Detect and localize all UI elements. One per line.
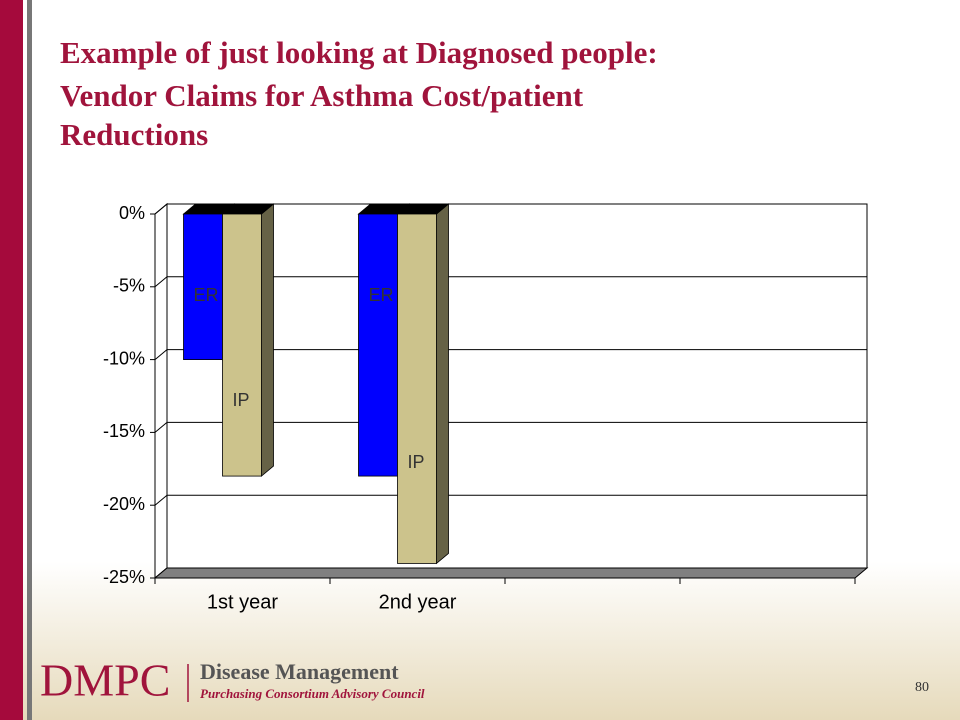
data-label: IP [233,390,250,410]
floor [153,567,869,579]
title-line: Reductions [60,117,208,152]
bar [183,213,223,361]
x-tick-label: 1st year [207,591,278,613]
data-label: ER [194,285,219,305]
bar [397,213,437,564]
grid-line [154,494,168,506]
data-label: ER [369,285,394,305]
side-band [0,0,23,720]
grid-line [154,349,168,360]
y-tick-label: -5% [113,276,145,296]
side-wall [154,202,168,580]
title-line: Vendor Claims for Asthma Cost/patient [60,78,584,113]
title-line: Example of just looking at Diagnosed peo… [60,35,658,70]
y-tick-label: -20% [103,494,145,514]
y-tick-label: -25% [103,567,145,587]
bar [358,213,398,477]
bar [222,213,262,477]
page-number: 80 [915,680,929,695]
org-name: Disease Management [200,659,399,684]
x-tick-label: 2nd year [379,591,457,613]
grid-line [154,203,168,215]
y-tick-label: -10% [103,348,145,368]
y-tick-label: -15% [103,421,145,441]
grid-line [154,276,168,288]
logo: DMPC [40,655,170,706]
side-line [27,0,32,720]
bar-side [436,203,449,565]
data-label: IP [408,452,425,472]
bar-side [261,203,274,477]
y-tick-label: 0% [119,203,145,223]
grid-line [154,422,168,433]
org-subtitle: Purchasing Consortium Advisory Council [200,686,425,701]
